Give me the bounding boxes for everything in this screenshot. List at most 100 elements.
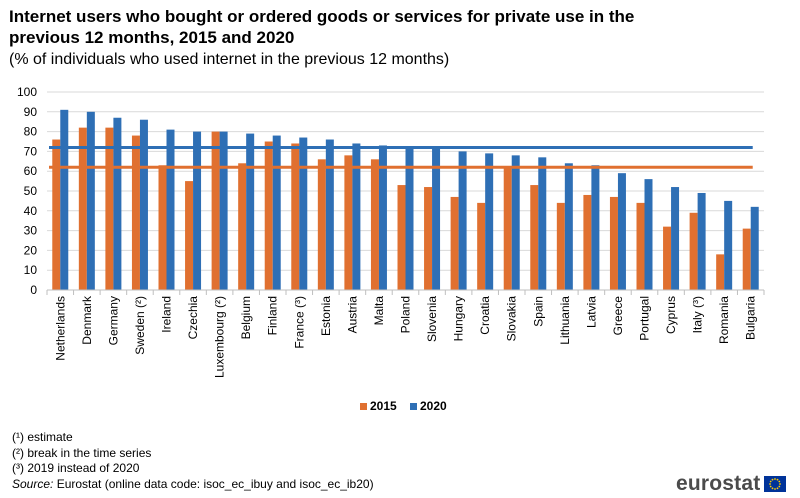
bar-2015 [105, 127, 114, 290]
bar-2020 [564, 163, 573, 290]
x-tick-label: Netherlands [53, 296, 67, 361]
bar-2020 [432, 147, 441, 290]
eu-flag-star [774, 488, 777, 490]
x-tick-label: Greece [611, 296, 625, 336]
bar-2015 [344, 155, 353, 290]
x-tick-label: Czechia [186, 296, 200, 340]
x-tick-label: Bulgaria [744, 296, 758, 340]
x-tick-label: Austria [345, 296, 359, 334]
y-tick-label: 100 [17, 85, 37, 99]
bar-2020 [538, 157, 547, 290]
bar-2020 [724, 200, 733, 290]
bar-2020 [246, 133, 255, 290]
bar-2020 [352, 143, 361, 290]
x-tick-label: Lithuania [558, 296, 572, 345]
bar-2020 [86, 111, 95, 290]
y-tick-label: 50 [24, 184, 38, 198]
bar-2015 [370, 159, 379, 290]
y-tick-label: 80 [24, 125, 38, 139]
footnote-estimate: (¹) estimate [12, 430, 73, 444]
eu-flag-star [770, 485, 773, 488]
footnote-break: (²) break in the time series [12, 445, 152, 460]
bar-2015 [211, 131, 220, 290]
source-label: Source: [12, 476, 54, 491]
bar-2015 [238, 163, 247, 290]
x-tick-label: Croatia [478, 296, 492, 335]
eu-flag-background [764, 476, 787, 492]
footnote-2019: (³) 2019 instead of 2020 [12, 461, 140, 475]
bar-2015 [264, 141, 273, 290]
y-tick-label: 0 [30, 283, 37, 297]
x-tick-label: Hungary [452, 296, 466, 341]
bar-2020 [458, 151, 467, 290]
x-tick-label: Denmark [80, 295, 94, 345]
bar-2015 [291, 143, 300, 290]
x-tick-label: Portugal [638, 296, 652, 341]
bar-2020 [750, 206, 759, 290]
bar-2015 [185, 181, 194, 290]
x-tick-label: Cyprus [664, 296, 678, 334]
bar-2015 [609, 196, 618, 290]
x-tick-label: Sweden (²) [133, 296, 147, 355]
bar-2020 [405, 147, 414, 290]
y-tick-label: 10 [24, 263, 38, 277]
bar-2020 [299, 137, 308, 290]
eurostat-logo-text: eurostat [676, 472, 761, 495]
bar-2020 [617, 173, 626, 290]
bar-2015 [450, 196, 459, 290]
x-tick-label: France (³) [292, 296, 306, 349]
eu-flag-star [770, 480, 773, 483]
bar-2015 [397, 185, 406, 290]
bar-2020 [113, 117, 122, 291]
eu-flag-star [777, 478, 779, 481]
x-tick-label: Slovakia [505, 296, 519, 342]
eu-flag-star [779, 483, 782, 485]
x-tick-label: Luxembourg (²) [213, 296, 227, 378]
bar-2020 [378, 145, 387, 290]
x-tick-label: Finland [266, 296, 280, 335]
bar-2015 [317, 159, 326, 290]
source-text: Eurostat (online data code: isoc_ec_ibuy… [56, 476, 374, 491]
x-tick-label: Germany [106, 296, 120, 345]
eu-flag-star [772, 478, 774, 481]
bar-2020 [272, 135, 281, 290]
bar-2015 [131, 135, 140, 290]
eu-flag-star [778, 480, 781, 483]
bar-2015 [716, 254, 725, 290]
footnotes: (¹) estimate (²) break in the time serie… [12, 430, 374, 492]
bar-2015 [636, 202, 645, 290]
eu-flag-star [769, 483, 772, 485]
x-tick-label: Latvia [584, 296, 598, 328]
bar-2015 [556, 202, 565, 290]
x-tick-label: Poland [399, 296, 413, 333]
x-tick-label: Romania [717, 296, 731, 344]
x-tick-label: Ireland [160, 296, 174, 333]
y-tick-label: 90 [24, 105, 38, 119]
legend-label-2015: 2015 [370, 399, 397, 413]
bar-2015 [742, 228, 751, 290]
bar-2015 [663, 226, 672, 290]
bar-2020 [671, 187, 680, 290]
bar-2015 [424, 187, 433, 290]
bar-2020 [697, 192, 706, 290]
bar-2020 [139, 119, 148, 290]
legend-swatch-2015 [360, 403, 367, 410]
chart-subtitle: (% of individuals who used internet in t… [9, 51, 450, 68]
bar-2015 [78, 127, 87, 290]
bar-2020 [219, 131, 228, 290]
eu-flag-star [778, 485, 781, 488]
bar-2015 [689, 212, 698, 290]
bar-2020 [166, 129, 175, 290]
x-tick-label: Estonia [319, 296, 333, 336]
source-line: Source: Eurostat (online data code: isoc… [12, 477, 374, 493]
legend-label-2020: 2020 [420, 399, 447, 413]
x-tick-label: Belgium [239, 296, 253, 339]
bar-2020 [591, 165, 600, 290]
y-tick-label: 40 [24, 204, 38, 218]
y-tick-label: 60 [24, 164, 38, 178]
y-tick-label: 70 [24, 144, 38, 158]
bar-2020 [485, 153, 494, 290]
bar-2020 [511, 155, 520, 290]
x-tick-label: Slovenia [425, 296, 439, 342]
x-tick-label: Malta [372, 296, 386, 326]
